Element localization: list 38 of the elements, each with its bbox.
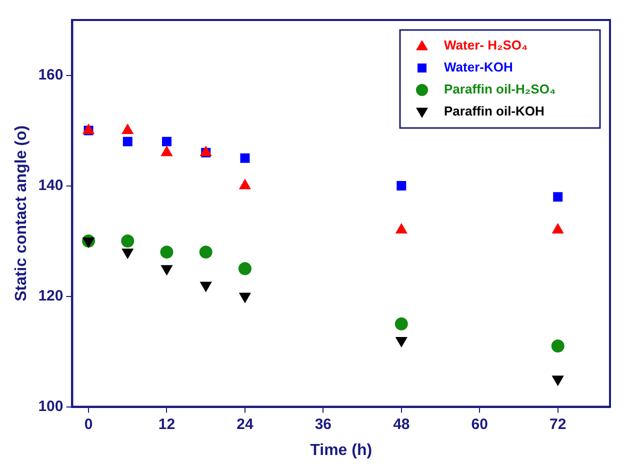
point (552, 376, 564, 386)
point (239, 179, 251, 190)
point (199, 246, 212, 259)
point (122, 248, 134, 259)
x-axis-title: Time (h) (310, 442, 372, 459)
point (121, 234, 134, 248)
point (82, 238, 94, 248)
x-tick-label: 72 (550, 416, 566, 433)
legend-label: Water- H₂SO₄ (444, 38, 528, 53)
point (122, 124, 134, 134)
point (553, 192, 563, 202)
point (396, 336, 408, 347)
point (200, 282, 212, 292)
x-tick-label: 12 (158, 416, 176, 433)
point (161, 265, 172, 276)
y-tick-label: 160 (38, 66, 64, 84)
legend-label: Paraffin oil-KOH (444, 104, 544, 119)
x-tick-label: 60 (471, 416, 488, 433)
legend-label: Paraffin oil-H₂SO₄ (444, 82, 556, 97)
x-tick-label: 24 (236, 416, 254, 433)
legend-label: Water-KOH (444, 60, 513, 75)
y-axis-title: Static contact angle (o) (13, 125, 30, 302)
point (239, 292, 251, 303)
point (394, 317, 408, 330)
x-tick-label: 48 (393, 416, 410, 433)
x-tick-label: 0 (84, 416, 93, 433)
point (122, 136, 132, 146)
y-tick-label: 100 (38, 398, 64, 415)
point (551, 340, 564, 353)
point (161, 146, 172, 156)
point (162, 136, 172, 146)
point (160, 246, 174, 259)
y-tick-label: 120 (38, 287, 64, 304)
point (240, 153, 250, 163)
point (396, 181, 406, 191)
x-tick-label: 36 (314, 416, 332, 433)
y-tick-label: 140 (38, 176, 64, 194)
point (238, 262, 252, 276)
